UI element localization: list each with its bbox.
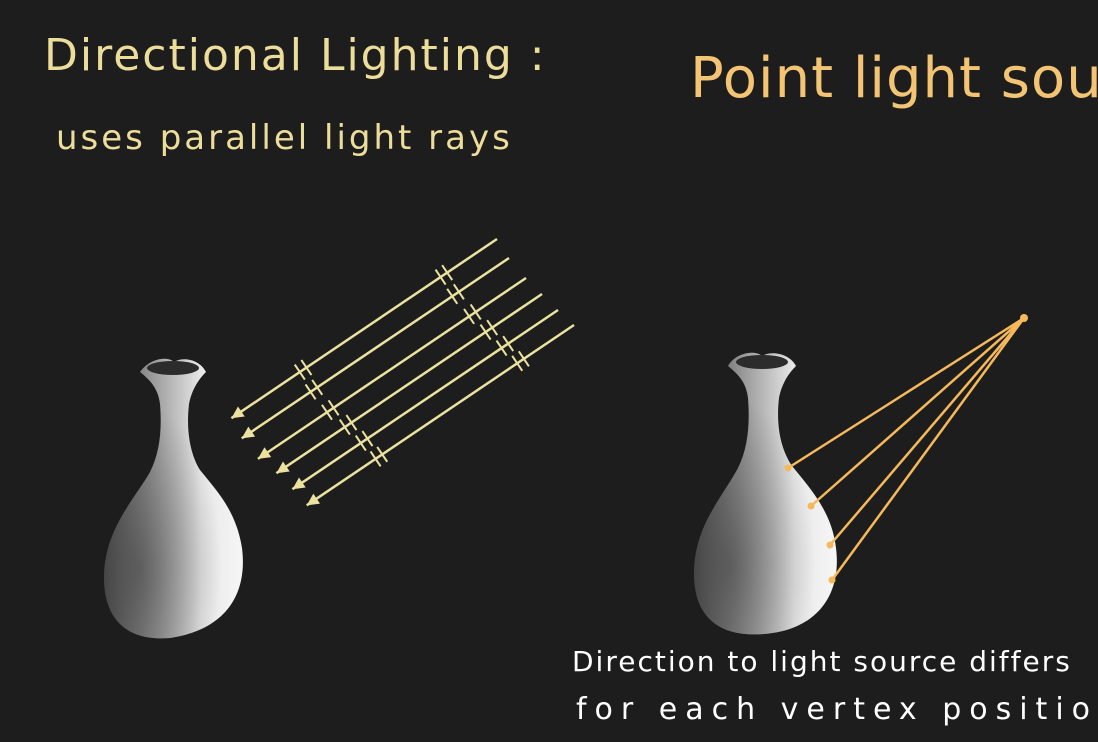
parallel-tick-mark	[434, 269, 447, 286]
point-light-note-line-2: for each vertex position	[576, 692, 1098, 727]
parallel-tick-mark	[511, 355, 524, 372]
parallel-tick-mark	[361, 430, 374, 447]
vertex-dot	[826, 541, 834, 549]
parallel-tick-mark	[495, 340, 508, 357]
parallel-ray	[230, 237, 498, 420]
parallel-ray-arrowhead	[292, 477, 306, 490]
parallel-tick-mark	[453, 283, 465, 300]
parallel-tick-mark	[321, 404, 333, 421]
vertex-dot	[784, 464, 792, 472]
parallel-ray	[306, 323, 575, 507]
parallel-tick-mark	[441, 264, 454, 281]
parallel-ray-arrowhead	[241, 426, 256, 439]
parallel-ray	[241, 256, 510, 440]
parallel-ray	[275, 292, 543, 475]
parallel-ray-arrowhead	[306, 493, 321, 506]
point-light-source-dot	[1020, 314, 1028, 322]
vertex-dot	[807, 502, 815, 510]
parallel-tick-mark	[376, 446, 389, 463]
parallel-tick-mark	[469, 303, 482, 320]
parallel-ray	[291, 308, 559, 491]
parallel-tick-mark	[304, 383, 317, 400]
vertex-dot	[828, 576, 836, 584]
parallel-tick-mark	[463, 308, 475, 325]
parallel-ray-arrowhead	[276, 461, 290, 474]
parallel-tick-mark	[354, 435, 367, 452]
parallel-tick-mark	[293, 364, 306, 381]
parallel-tick-mark	[369, 450, 382, 467]
parallel-tick-mark	[338, 419, 351, 436]
parallel-tick-mark	[446, 288, 459, 305]
point-light-note-line-1: Direction to light source differs	[572, 645, 1072, 678]
parallel-tick-mark	[486, 319, 499, 336]
parallel-ray-arrowhead	[257, 447, 272, 459]
parallel-tick-mark	[479, 324, 492, 341]
parallel-tick-mark	[311, 379, 324, 396]
point-light-ray	[810, 317, 1025, 507]
parallel-tick-mark	[300, 359, 313, 376]
directional-lighting-title: Directional Lighting :	[44, 30, 547, 81]
point-light-ray	[787, 316, 1025, 470]
point-light-rays	[784, 316, 1026, 584]
directional-lighting-subtitle: uses parallel light rays	[56, 118, 513, 158]
point-light-ray	[829, 317, 1025, 546]
parallel-tick-mark	[502, 335, 515, 352]
parallel-ray-arrowhead	[231, 406, 245, 419]
point-light-ray	[830, 317, 1026, 581]
vase-left	[104, 358, 243, 639]
parallel-tick-mark	[327, 399, 340, 416]
parallel-tick-mark	[345, 414, 358, 431]
parallel-light-rays	[230, 237, 575, 507]
parallel-tick-mark	[518, 350, 530, 367]
point-light-title: Point light soure	[690, 46, 1098, 111]
parallel-ray	[257, 276, 527, 460]
vase-right	[694, 352, 837, 635]
